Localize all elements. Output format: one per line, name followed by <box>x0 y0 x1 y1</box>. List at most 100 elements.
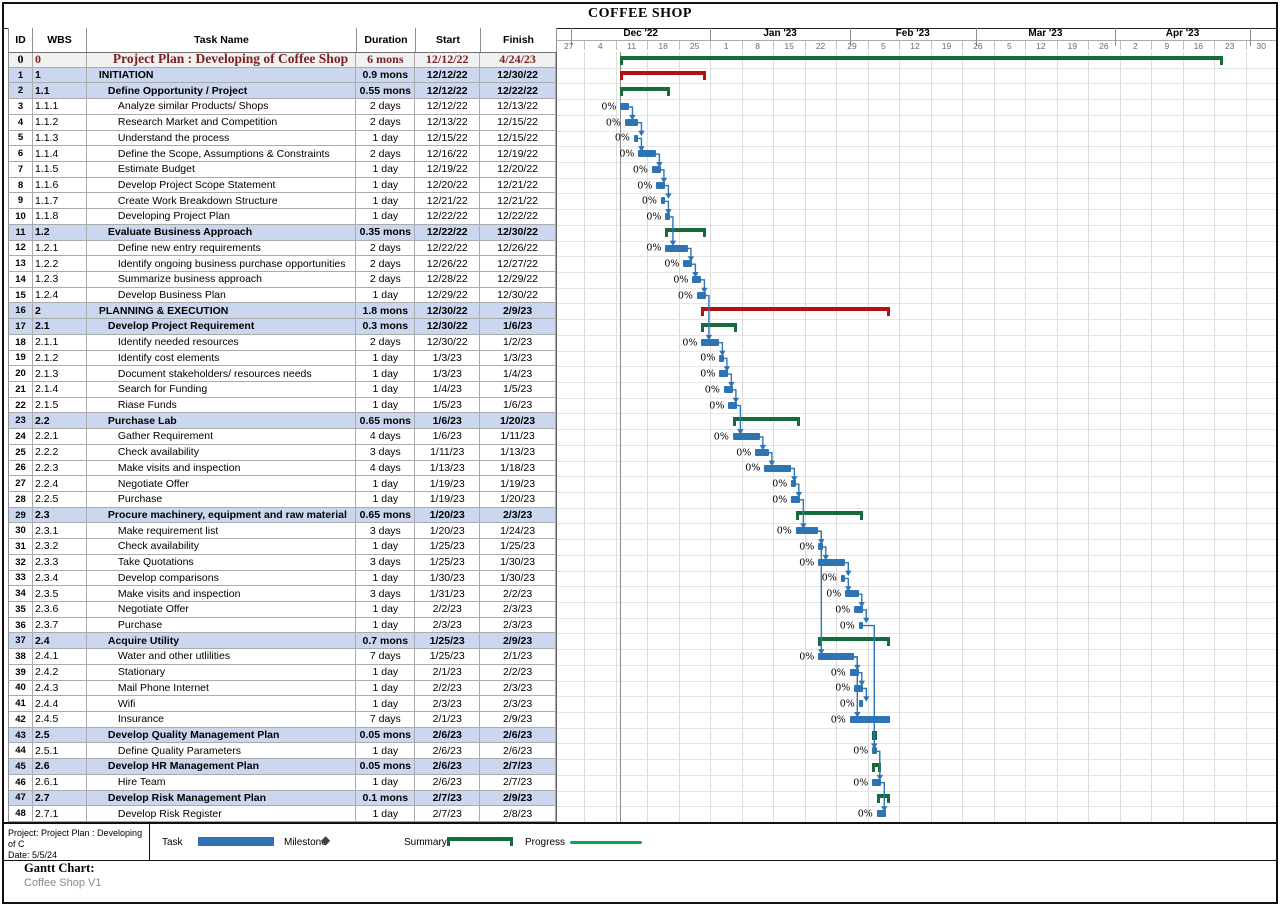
cell-name: Create Work Breakdown Structure <box>87 193 357 208</box>
week-gridline <box>1214 52 1215 822</box>
cell-start: 2/2/23 <box>415 681 480 696</box>
week-gridline <box>1057 52 1058 822</box>
task-bar <box>620 103 629 110</box>
cell-id: 4 <box>9 115 33 130</box>
cell-name: Make requirement list <box>87 523 357 538</box>
cell-dur: 0.3 mons <box>356 319 415 334</box>
cell-wbs: 2.3.4 <box>33 571 87 586</box>
task-bar <box>656 182 665 189</box>
milestone-diamond-icon: ◆ <box>321 833 330 847</box>
table-row: 392.4.2Stationary1 day2/1/232/2/23 <box>8 665 556 681</box>
cell-wbs: 1 <box>33 68 87 83</box>
progress-label: 0% <box>619 149 634 160</box>
cell-name: Develop Risk Register <box>87 806 357 821</box>
task-bar <box>791 496 800 503</box>
cell-start: 12/15/22 <box>415 131 480 146</box>
cell-id: 21 <box>9 382 33 397</box>
cell-dur: 0.65 mons <box>356 508 415 523</box>
task-bar <box>665 245 687 252</box>
timeline-week-label: 26 <box>1088 41 1119 52</box>
task-bar <box>652 166 661 173</box>
cell-wbs: 1.1.6 <box>33 178 87 193</box>
table-row: 11INITIATION0.9 mons12/12/2212/30/22 <box>8 68 556 84</box>
summary-bar <box>620 87 669 96</box>
row-gridline <box>556 413 1277 414</box>
cell-fin: 12/30/22 <box>480 225 556 240</box>
cell-name: Define Quality Parameters <box>87 743 357 758</box>
cell-id: 39 <box>9 665 33 680</box>
cell-name: Develop Project Scope Statement <box>87 178 357 193</box>
row-gridline <box>556 225 1277 226</box>
cell-dur: 0.65 mons <box>356 413 415 428</box>
cell-wbs: 2.2.2 <box>33 445 87 460</box>
cell-wbs: 1.2.1 <box>33 241 87 256</box>
cell-dur: 1 day <box>356 178 415 193</box>
row-gridline <box>556 429 1277 430</box>
cell-start: 12/26/22 <box>415 256 480 271</box>
cell-dur: 0.35 mons <box>356 225 415 240</box>
cell-id: 20 <box>9 366 33 381</box>
cell-dur: 2 days <box>356 256 415 271</box>
progress-label: 0% <box>777 526 792 537</box>
cell-wbs: 1.2.3 <box>33 272 87 287</box>
table-row: 212.1.4Search for Funding1 day1/4/231/5/… <box>8 382 556 398</box>
cell-fin: 2/7/23 <box>480 775 556 790</box>
row-gridline <box>556 523 1277 524</box>
row-gridline <box>556 366 1277 367</box>
cell-fin: 12/15/22 <box>480 131 556 146</box>
cell-start: 2/2/23 <box>415 602 480 617</box>
cell-start: 2/6/23 <box>415 743 480 758</box>
table-row: 222.1.5Riase Funds1 day1/5/231/6/23 <box>8 398 556 414</box>
cell-wbs: 2.4.3 <box>33 681 87 696</box>
cell-fin: 1/4/23 <box>480 366 556 381</box>
summary-bar <box>701 323 737 332</box>
week-tick <box>1151 41 1152 50</box>
cell-wbs: 2.3 <box>33 508 87 523</box>
row-gridline <box>556 398 1277 399</box>
table-row: 272.2.4Negotiate Offer1 day1/19/231/19/2… <box>8 476 556 492</box>
cell-id: 8 <box>9 178 33 193</box>
cell-name: Purchase Lab <box>87 413 357 428</box>
cell-start: 2/1/23 <box>415 712 480 727</box>
cell-fin: 2/6/23 <box>480 743 556 758</box>
summary-bar <box>796 511 863 520</box>
cell-name: Riase Funds <box>87 398 357 413</box>
table-row: 202.1.3Document stakeholders/ resources … <box>8 366 556 382</box>
cell-start: 2/3/23 <box>415 618 480 633</box>
cell-fin: 12/26/22 <box>480 241 556 256</box>
task-bar <box>859 700 863 707</box>
cell-dur: 1 day <box>356 476 415 491</box>
cell-fin: 12/30/22 <box>480 288 556 303</box>
cell-start: 12/22/22 <box>415 241 480 256</box>
table-row: 452.6Develop HR Management Plan0.05 mons… <box>8 759 556 775</box>
week-tick <box>1183 41 1184 50</box>
cell-dur: 1 day <box>356 743 415 758</box>
row-gridline <box>556 303 1277 304</box>
cell-fin: 2/9/23 <box>480 633 556 648</box>
cell-start: 12/12/22 <box>415 83 480 98</box>
week-gridline <box>899 52 900 822</box>
cell-start: 1/20/23 <box>415 523 480 538</box>
project-bar <box>620 56 1223 65</box>
row-gridline <box>556 351 1277 352</box>
cell-wbs: 2.2.5 <box>33 492 87 507</box>
cell-id: 24 <box>9 429 33 444</box>
timeline-week-label: 23 <box>1214 41 1245 52</box>
timeline-week-label: 12 <box>899 41 930 52</box>
cell-fin: 2/3/23 <box>480 602 556 617</box>
row-gridline <box>556 193 1277 194</box>
week-tick <box>616 41 617 50</box>
task-bar <box>872 779 881 786</box>
cell-dur: 1 day <box>356 775 415 790</box>
cell-id: 45 <box>9 759 33 774</box>
cell-fin: 2/9/23 <box>480 712 556 727</box>
cell-wbs: 2.7 <box>33 791 87 806</box>
project-start-line <box>620 52 621 822</box>
progress-label: 0% <box>822 573 837 584</box>
row-gridline <box>556 461 1277 462</box>
week-tick <box>584 41 585 50</box>
table-row: 31.1.1Analyze similar Products/ Shops2 d… <box>8 99 556 115</box>
cell-dur: 3 days <box>356 523 415 538</box>
week-gridline <box>584 52 585 822</box>
cell-dur: 0.7 mons <box>356 633 415 648</box>
